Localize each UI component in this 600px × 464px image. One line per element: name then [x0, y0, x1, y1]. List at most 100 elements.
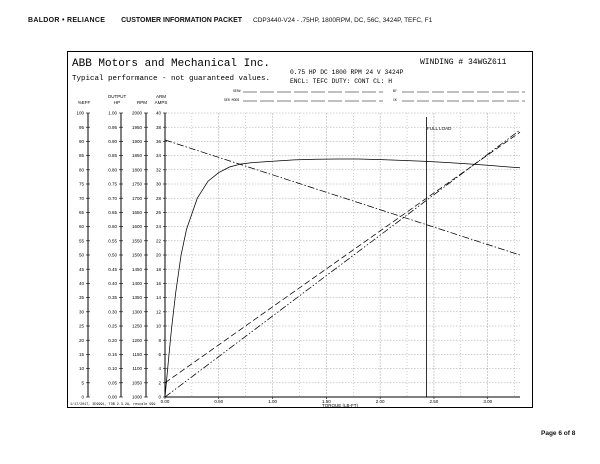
y-tick-label: 15 [79, 352, 85, 357]
motor-spec-line1: 0.75 HP DC 1800 RPM 24 V 3424P [290, 69, 404, 76]
y-axis-header: RPM [137, 100, 147, 105]
y-tick-label: 2 [158, 380, 161, 385]
y-tick-label: 0.90 [108, 139, 117, 144]
y-tick-label: 85 [79, 153, 85, 158]
y-tick-label: 1900 [132, 139, 143, 144]
x-axis-label: TORQUE (LB-FT) [322, 403, 358, 408]
y-tick-label: 12 [156, 309, 162, 314]
y-tick-label: 0.30 [108, 309, 117, 314]
y-tick-label: 0.15 [108, 352, 117, 357]
y-tick-label: 75 [79, 182, 85, 187]
y-tick-label: 1100 [132, 366, 142, 371]
blank-fields [243, 91, 525, 102]
y-tick-label: 1750 [132, 182, 143, 187]
y-tick-label: 1800 [132, 167, 143, 172]
y-tick-label: 0.75 [108, 182, 117, 187]
y-tick-label: 5 [81, 380, 84, 385]
y-tick-label: 90 [79, 139, 85, 144]
y-tick-label: 0.40 [108, 281, 117, 286]
x-tick-label: 0.00 [161, 399, 170, 404]
grid-layer [165, 112, 520, 397]
company-name: ABB Motors and Mechanical Inc. [72, 58, 270, 70]
y-tick-label: 14 [156, 295, 162, 300]
efficiency-curve [164, 158, 521, 398]
y-tick-label: 0.00 [108, 395, 117, 400]
y-tick-label: 25 [79, 324, 85, 329]
x-tick-label: 2.50 [430, 399, 439, 404]
y-tick-label: 0.05 [108, 380, 117, 385]
y-tick-label: 1650 [132, 210, 143, 215]
document-header: BALDOR • RELIANCE CUSTOMER INFORMATION P… [28, 17, 432, 24]
y-tick-label: 1450 [132, 267, 143, 272]
y-tick-label: 1600 [132, 224, 143, 229]
y-tick-label: 60 [79, 224, 85, 229]
y-tick-label: 0.20 [108, 338, 117, 343]
motor-spec-line2: ENCL: TEFC DUTY: CONT CL: H [290, 78, 392, 85]
y-tick-label: 0.10 [108, 366, 117, 371]
brand-logo: BALDOR • RELIANCE [28, 17, 106, 24]
y-tick-label: 0.55 [108, 238, 117, 243]
ck-label: CK [393, 98, 397, 102]
y-tick-label: 6 [158, 352, 161, 357]
y-tick-label: 0.50 [108, 253, 117, 258]
y-tick-label: 0.25 [108, 324, 117, 329]
y-tick-label: 32 [156, 167, 162, 172]
y-tick-label: 55 [79, 238, 85, 243]
x-tick-label: 0.50 [214, 399, 223, 404]
y-tick-label: 4 [158, 366, 161, 371]
y-tick-label: 34 [156, 153, 162, 158]
y-tick-label: 20 [156, 253, 162, 258]
y-tick-label: 1400 [132, 281, 143, 286]
by-label: BY [393, 89, 397, 93]
y-tick-label: 26 [156, 210, 162, 215]
y-tick-label: 38 [156, 125, 162, 130]
y-tick-label: 35 [79, 295, 85, 300]
series-layer [164, 129, 521, 398]
axes-layer: %EFF051015202530354045505560657075808590… [76, 94, 520, 404]
y-tick-label: 0 [158, 395, 161, 400]
full-load-label: FULL LOAD [427, 126, 452, 131]
performance-sheet [67, 51, 533, 408]
footnote: 1/17/2017, 3D9991, TOB 2.3.2A, rescale 9… [70, 402, 155, 407]
y-tick-label: 1000 [132, 395, 143, 400]
output-hp-curve [164, 129, 521, 398]
y-tick-label: 2000 [132, 111, 143, 116]
ser-mods-label: SER MODS [224, 98, 239, 102]
y-tick-label: 45 [79, 267, 85, 272]
winding-number: WINDING # 34WGZ611 [420, 58, 507, 67]
x-tick-label: 3.00 [483, 399, 492, 404]
y-tick-label: 50 [79, 253, 85, 258]
y-tick-label: 70 [79, 196, 85, 201]
y-tick-label: 1500 [132, 253, 143, 258]
y-tick-label: 24 [156, 224, 162, 229]
y-tick-label: 0.80 [108, 167, 117, 172]
y-tick-label: 22 [156, 238, 162, 243]
y-axis-header: OUTPUT [108, 94, 127, 99]
y-axis-header: AMPS [155, 100, 168, 105]
y-tick-label: 1150 [132, 352, 142, 357]
y-tick-label: 95 [79, 125, 85, 130]
y-tick-label: 1700 [132, 196, 143, 201]
y-tick-label: 1250 [132, 324, 143, 329]
y-tick-label: 28 [156, 196, 162, 201]
y-tick-label: 16 [156, 281, 162, 286]
packet-title: CUSTOMER INFORMATION PACKET [121, 17, 243, 24]
y-tick-label: 0.35 [108, 295, 117, 300]
y-tick-label: 30 [79, 309, 85, 314]
rpm-curve [164, 139, 521, 256]
y-tick-label: 1950 [132, 125, 143, 130]
y-tick-label: 1200 [132, 338, 143, 343]
x-tick-label: 1.50 [322, 399, 331, 404]
y-tick-label: 40 [156, 111, 162, 116]
y-tick-label: 20 [79, 338, 85, 343]
y-tick-label: 0.95 [108, 125, 117, 130]
x-tick-label: 2.00 [376, 399, 385, 404]
y-tick-label: 1050 [132, 380, 143, 385]
y-tick-label: 0.85 [108, 153, 117, 158]
y-tick-label: 10 [156, 324, 162, 329]
amps-curve [164, 131, 521, 384]
x-tick-label: 1.00 [268, 399, 277, 404]
y-tick-label: 18 [156, 267, 162, 272]
y-tick-label: 36 [156, 139, 162, 144]
